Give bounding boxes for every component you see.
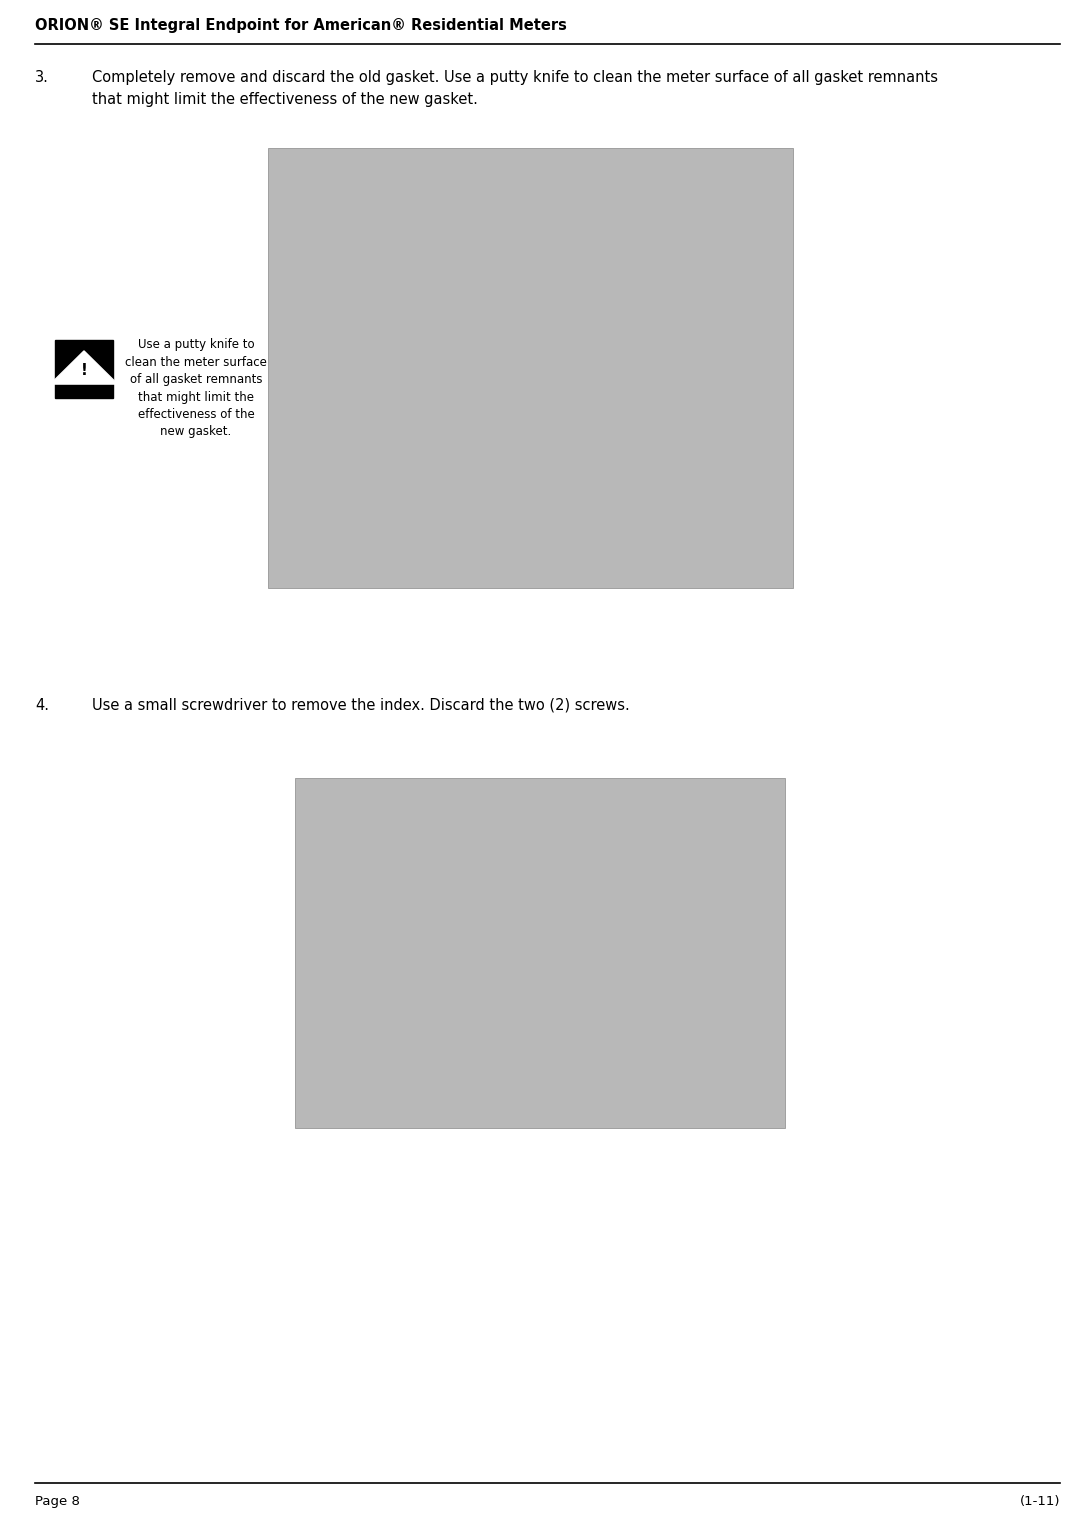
Text: Use a putty knife to
clean the meter surface
of all gasket remnants
that might l: Use a putty knife to clean the meter sur…	[124, 338, 266, 438]
Text: Page 8: Page 8	[35, 1495, 80, 1507]
Text: that might limit the effectiveness of the new gasket.: that might limit the effectiveness of th…	[92, 91, 478, 106]
Text: (1-11): (1-11)	[1020, 1495, 1060, 1507]
FancyBboxPatch shape	[268, 148, 793, 589]
Text: Completely remove and discard the old gasket. Use a putty knife to clean the met: Completely remove and discard the old ga…	[92, 70, 938, 85]
Polygon shape	[50, 351, 118, 385]
Text: !: !	[81, 364, 87, 379]
Text: 3.: 3.	[35, 70, 49, 85]
FancyBboxPatch shape	[295, 779, 785, 1129]
Text: ORION® SE Integral Endpoint for American® Residential Meters: ORION® SE Integral Endpoint for American…	[35, 18, 567, 33]
Text: Use a small screwdriver to remove the index. Discard the two (2) screws.: Use a small screwdriver to remove the in…	[92, 698, 630, 713]
Text: 4.: 4.	[35, 698, 49, 713]
FancyBboxPatch shape	[55, 341, 112, 399]
